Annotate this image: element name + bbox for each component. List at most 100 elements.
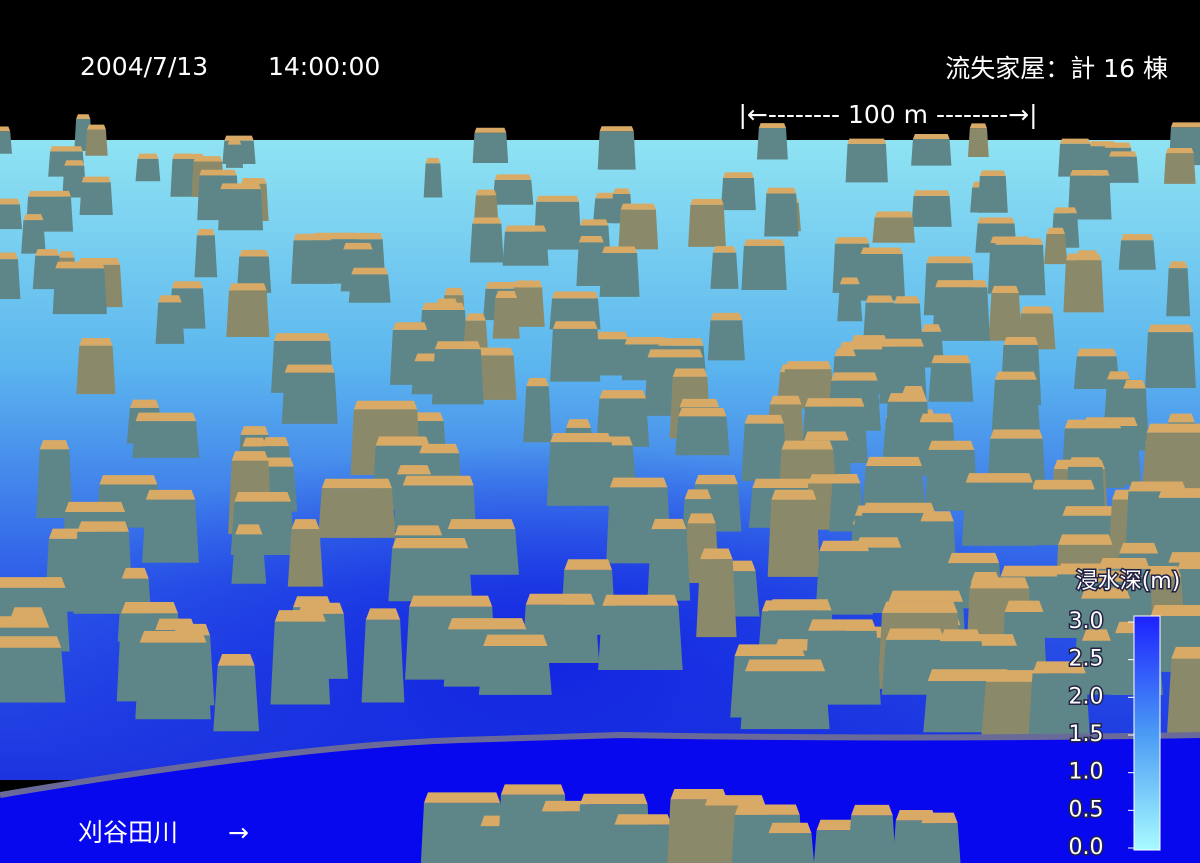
building-roof bbox=[76, 114, 91, 120]
building-wall bbox=[741, 245, 787, 290]
building-roof bbox=[227, 139, 242, 145]
building-roof bbox=[87, 124, 106, 130]
building-roof bbox=[321, 478, 392, 489]
building-roof bbox=[931, 355, 971, 364]
building-roof bbox=[402, 475, 474, 486]
building-roof bbox=[1079, 570, 1141, 582]
building-wall bbox=[226, 290, 270, 338]
building-wall bbox=[155, 302, 185, 344]
building-roof bbox=[58, 251, 75, 258]
building-roof bbox=[1004, 600, 1044, 613]
building-roof bbox=[235, 524, 263, 535]
building-wall bbox=[231, 534, 267, 584]
building-roof bbox=[1000, 565, 1076, 577]
building-wall bbox=[0, 204, 23, 230]
legend: 3.0 2.5 2.0 1.5 1.0 0.5 0.0 bbox=[1067, 608, 1134, 862]
building-roof bbox=[935, 280, 988, 288]
building-roof bbox=[1098, 557, 1150, 569]
building-wall bbox=[1118, 240, 1156, 270]
building-wall bbox=[472, 132, 509, 163]
building-wall bbox=[1163, 153, 1196, 184]
building-roof bbox=[624, 336, 668, 345]
building-roof bbox=[129, 399, 160, 408]
building-roof bbox=[1065, 253, 1102, 261]
building-roof bbox=[504, 225, 547, 232]
building-roof bbox=[1068, 457, 1103, 467]
building-roof bbox=[991, 285, 1019, 293]
building-wall bbox=[348, 274, 391, 303]
building-wall bbox=[132, 421, 200, 458]
building-roof bbox=[224, 135, 254, 141]
building-roof bbox=[158, 295, 182, 303]
building-wall bbox=[225, 144, 244, 168]
building-roof bbox=[690, 198, 724, 205]
building-roof bbox=[23, 214, 44, 221]
building-wall bbox=[73, 531, 133, 614]
building-roof bbox=[1062, 506, 1123, 516]
building-wall bbox=[647, 529, 691, 601]
building-wall bbox=[707, 320, 745, 361]
building-roof bbox=[55, 261, 105, 269]
building-wall bbox=[0, 647, 66, 703]
building-roof bbox=[444, 287, 464, 296]
building-roof bbox=[240, 177, 267, 184]
river-arrow: → bbox=[228, 818, 249, 847]
legend-tick-label: 2.0 bbox=[1069, 684, 1104, 709]
building-roof bbox=[580, 219, 609, 226]
building-roof bbox=[985, 670, 1045, 682]
building-roof bbox=[139, 630, 207, 643]
building-wall bbox=[741, 423, 788, 482]
building-roof bbox=[710, 312, 743, 321]
building-roof bbox=[526, 377, 549, 387]
building-roof bbox=[240, 426, 269, 435]
building-roof bbox=[704, 795, 766, 806]
building-roof bbox=[145, 489, 196, 500]
building-roof bbox=[834, 237, 870, 244]
building-roof bbox=[284, 364, 335, 373]
building-roof bbox=[1147, 324, 1194, 333]
building-roof bbox=[620, 203, 656, 210]
building-roof bbox=[651, 518, 687, 530]
building-roof bbox=[409, 595, 493, 607]
building-roof bbox=[1053, 207, 1078, 214]
building-roof bbox=[768, 822, 812, 834]
building-roof bbox=[832, 474, 861, 484]
building-roof bbox=[734, 804, 800, 815]
building-roof bbox=[273, 333, 331, 341]
building-roof bbox=[421, 302, 465, 311]
building-wall bbox=[281, 372, 338, 424]
building-roof bbox=[293, 233, 331, 241]
building-roof bbox=[694, 474, 738, 485]
building-roof bbox=[171, 281, 203, 289]
building-roof bbox=[994, 371, 1037, 380]
building-roof bbox=[1109, 151, 1137, 157]
building-roof bbox=[465, 313, 486, 321]
building-roof bbox=[1081, 629, 1111, 641]
building-roof bbox=[172, 153, 195, 159]
building-wall bbox=[756, 128, 788, 160]
building-wall bbox=[764, 193, 799, 237]
building-roof bbox=[228, 283, 267, 291]
building-roof bbox=[343, 242, 373, 250]
building-roof bbox=[472, 217, 502, 224]
building-roof bbox=[839, 341, 891, 350]
building-roof bbox=[1003, 336, 1039, 345]
building-roof bbox=[599, 390, 647, 399]
building-roof bbox=[768, 599, 832, 611]
building-wall bbox=[431, 349, 484, 405]
building-roof bbox=[969, 577, 1030, 589]
building-roof bbox=[990, 429, 1043, 439]
building-wall bbox=[1154, 497, 1200, 570]
building-roof bbox=[712, 246, 737, 253]
building-roof bbox=[804, 431, 849, 441]
building-roof bbox=[39, 440, 70, 450]
building-roof bbox=[1031, 479, 1095, 490]
building-roof bbox=[1076, 348, 1117, 357]
building-wall bbox=[1067, 175, 1112, 220]
building-roof bbox=[447, 519, 516, 530]
building-roof bbox=[500, 784, 565, 795]
building-roof bbox=[475, 189, 497, 196]
building-wall bbox=[611, 824, 675, 863]
building-roof bbox=[199, 169, 237, 176]
building-wall bbox=[967, 128, 989, 157]
